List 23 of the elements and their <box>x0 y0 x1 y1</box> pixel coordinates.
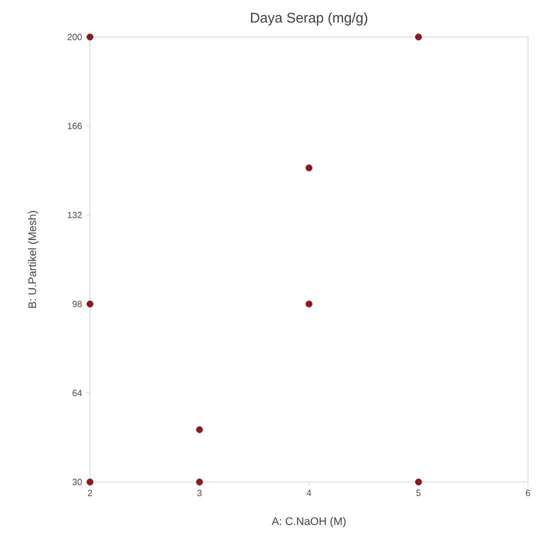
point <box>306 164 312 172</box>
y-tick-label: 64 <box>72 390 82 396</box>
point <box>86 478 94 486</box>
y-axis-title: B: U.Partikel (Mesh) <box>28 210 38 308</box>
y-tick-label: 30 <box>72 478 82 486</box>
point <box>196 478 203 486</box>
point <box>196 426 203 434</box>
x-tick-label: 3 <box>197 490 202 496</box>
y-tick-label: 166 <box>68 122 82 130</box>
x-tick-label: 6 <box>526 490 530 496</box>
point <box>415 34 422 40</box>
point <box>415 478 422 486</box>
y-tick-label: 200 <box>68 34 82 40</box>
x-tick-label: 5 <box>416 490 421 496</box>
point <box>86 34 94 40</box>
point <box>86 300 94 308</box>
y-tick-label: 98 <box>72 300 82 308</box>
x-axis-title: A: C.NaOH (M) <box>272 517 346 528</box>
point <box>306 300 312 308</box>
y-tick-label: 132 <box>68 212 82 218</box>
x-tick-label: 4 <box>306 490 312 496</box>
x-tick-label: 2 <box>88 490 92 496</box>
chart-title: Daya Serap (mg/g) <box>251 12 368 26</box>
